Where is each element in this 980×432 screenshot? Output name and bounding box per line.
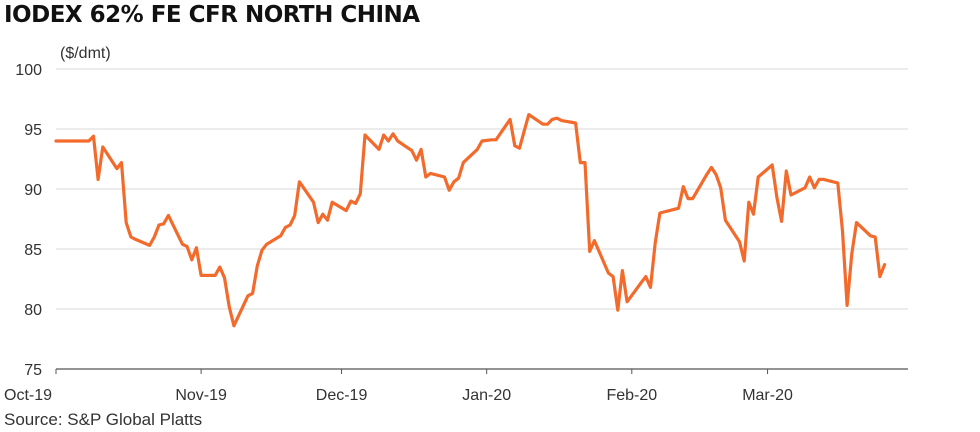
y-tick-label: 85: [24, 242, 42, 259]
x-tick-label: Mar-20: [742, 387, 793, 404]
x-axis-ticks: Oct-19 Nov-19 Dec-19 Jan-20 Feb-20 Mar-20: [4, 369, 793, 404]
y-tick-label: 100: [15, 62, 42, 79]
series-line: [54, 112, 887, 328]
x-tick-label: Nov-19: [175, 387, 227, 404]
y-tick-label: 75: [24, 362, 42, 379]
y-axis-ticks: 75 80 85 90 95 100: [15, 62, 42, 379]
x-tick-label: Dec-19: [316, 387, 368, 404]
x-tick-label: Jan-20: [462, 387, 511, 404]
series-layer: [54, 112, 887, 328]
source-note: Source: S&P Global Platts: [4, 410, 203, 429]
x-tick-label: Oct-19: [4, 387, 52, 404]
x-tick-label: Feb-20: [606, 387, 657, 404]
y-tick-label: 95: [24, 122, 42, 139]
y-tick-label: 90: [24, 182, 42, 199]
y-tick-label: 80: [24, 302, 42, 319]
y-axis-unit-label: ($/dmt): [60, 45, 111, 62]
chart-title: IODEX 62% FE CFR NORTH CHINA: [4, 2, 420, 28]
